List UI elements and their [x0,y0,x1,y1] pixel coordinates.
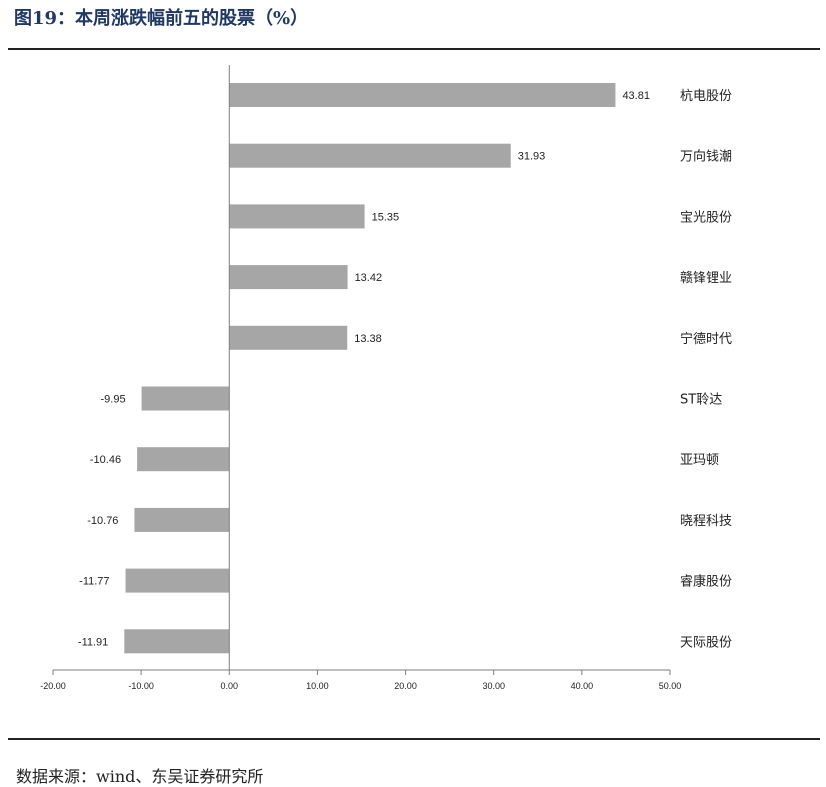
bar [229,265,348,290]
category-label: 天际股份 [680,635,732,650]
bar [229,83,616,107]
x-tick-label: -10.00 [128,681,154,691]
data-label: -11.77 [79,576,109,588]
category-label: 睿康股份 [680,574,732,590]
data-label: 15.35 [372,211,400,223]
category-label: 亚玛顿 [680,453,719,468]
category-label: 赣锋锂业 [680,271,732,286]
bar [229,325,348,350]
data-label: 13.42 [355,272,383,284]
bottom-divider [8,738,820,740]
category-label: 万向钱潮 [680,149,732,165]
category-label: ST聆达 [680,393,722,408]
bar [125,568,230,593]
category-label: 杭电股份 [680,89,732,104]
x-tick-label: 10.00 [306,681,329,691]
x-tick-label: 20.00 [394,681,417,691]
data-label: 31.93 [518,151,546,163]
bar [141,386,230,411]
page-title: 图19：本周涨跌幅前五的股票（%） [14,8,309,29]
x-tick-label: 40.00 [571,681,594,691]
bar [124,629,230,654]
data-label: -9.95 [101,394,126,406]
data-label: -10.46 [90,454,121,466]
data-label: -10.76 [87,515,118,527]
top-divider [8,48,820,50]
bar [134,507,230,532]
source-note: 数据来源：wind、东吴证券研究所 [16,767,264,786]
category-label: 晓程科技 [680,514,732,529]
data-label: 13.38 [354,333,382,345]
bar [137,447,230,472]
x-tick-label: 30.00 [482,681,505,691]
data-label: -11.91 [78,636,108,648]
x-tick-label: -20.00 [40,681,66,691]
category-label: 宁德时代 [680,331,732,347]
bar [229,204,365,229]
category-label: 宝光股份 [680,210,732,225]
data-label: 43.81 [622,90,650,102]
bar [229,143,511,168]
x-tick-label: 0.00 [221,681,239,691]
bar-chart: -20.00 -10.00 0.00 10.00 20.00 30.00 40.00 50.0… [40,65,732,691]
x-tick-label: 50.00 [659,681,682,691]
